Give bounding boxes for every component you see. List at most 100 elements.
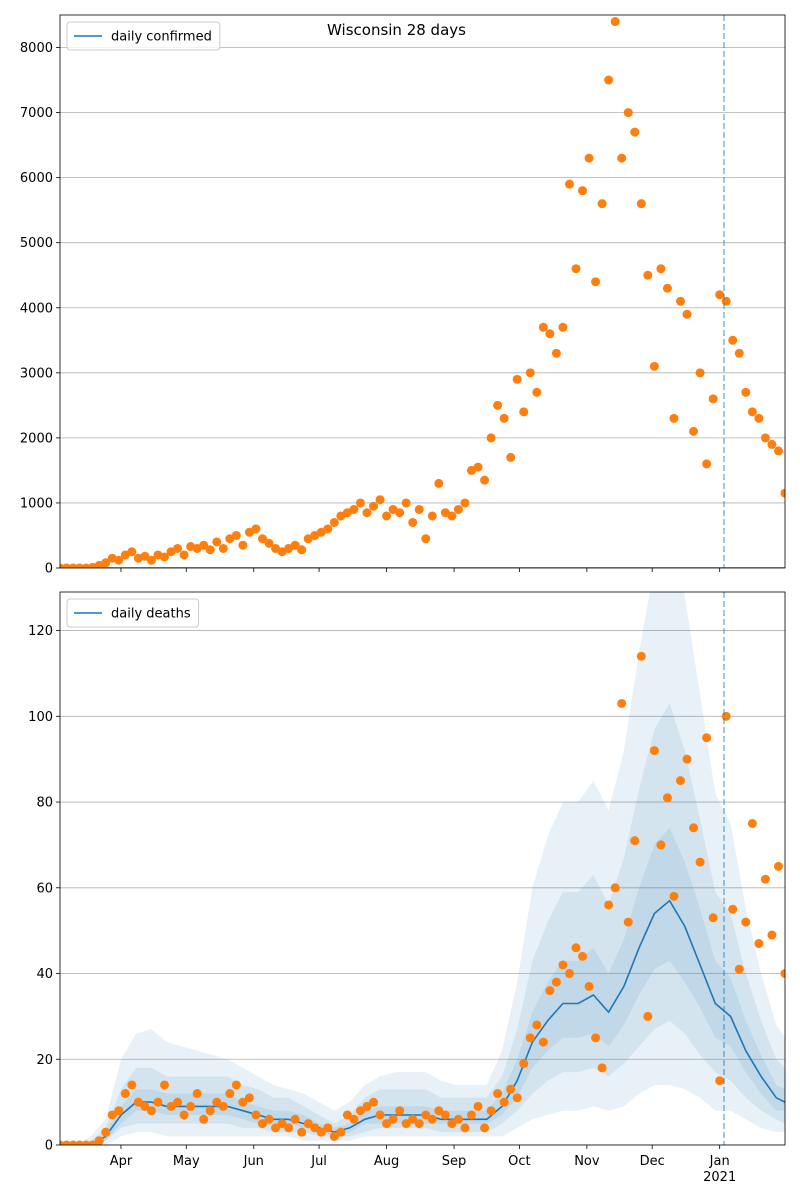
uncertainty-band — [60, 703, 785, 1145]
scatter-point — [166, 1101, 176, 1111]
scatter-point — [630, 127, 640, 137]
scatter-point — [721, 296, 731, 306]
scatter-point — [519, 407, 529, 417]
scatter-point — [545, 986, 555, 996]
scatter-point — [186, 1101, 196, 1111]
scatter-point — [212, 1097, 222, 1107]
scatter-point — [695, 857, 705, 867]
scatter-point — [564, 969, 574, 979]
scatter-point — [205, 545, 215, 555]
legend: daily confirmed — [66, 21, 221, 51]
scatter-point — [401, 498, 411, 508]
scatter-point — [388, 1114, 398, 1124]
scatter-point — [199, 1114, 209, 1124]
scatter-point — [342, 1110, 352, 1120]
scatter-point — [375, 1110, 385, 1120]
scatter-point — [597, 1063, 607, 1073]
x-tick-label: Oct — [508, 1154, 530, 1169]
scatter-point — [578, 186, 588, 196]
scatter-point — [466, 1110, 476, 1120]
y-tick-label: 20 — [36, 1053, 53, 1068]
y-tick-label: 8000 — [20, 41, 53, 56]
scatter-point — [734, 348, 744, 358]
scatter-point — [728, 335, 738, 345]
legend-box — [66, 21, 221, 51]
scatter-point — [173, 543, 183, 553]
scatter-point — [506, 452, 516, 462]
scatter-point — [146, 1106, 156, 1116]
scatter-point — [702, 459, 712, 469]
scatter-point — [617, 153, 627, 163]
scatter-point — [610, 883, 620, 893]
uncertainty-band — [60, 827, 785, 1145]
scatter-point — [395, 508, 405, 518]
scatter-point — [649, 361, 659, 371]
scatter-point — [564, 179, 574, 189]
scatter-point — [708, 913, 718, 923]
scatter-point — [636, 199, 646, 209]
legend-label: daily confirmed — [111, 30, 212, 45]
scatter-point — [715, 290, 725, 300]
scatter-point — [453, 504, 463, 514]
scatter-point — [277, 1119, 287, 1129]
y-tick-label: 6000 — [20, 171, 53, 186]
scatter-point — [408, 1114, 418, 1124]
scatter-point — [617, 698, 627, 708]
scatter-point — [101, 1127, 111, 1137]
scatter-point — [767, 439, 777, 449]
scatter-point — [427, 1114, 437, 1124]
x-tick-label: Jan — [709, 1154, 730, 1169]
scatter-point — [382, 1119, 392, 1129]
scatter-point — [584, 981, 594, 991]
y-tick-label: 0 — [45, 562, 53, 577]
scatter-point — [323, 524, 333, 534]
scatter-point — [656, 264, 666, 274]
scatter-point — [669, 413, 679, 423]
x-tick-label: Aug — [374, 1154, 399, 1169]
axes-frame — [59, 591, 786, 1146]
y-tick-label: 120 — [28, 624, 53, 639]
scatter-point — [532, 1020, 542, 1030]
scatter-point — [754, 413, 764, 423]
axes-frame — [59, 14, 786, 569]
scatter-point — [329, 1131, 339, 1141]
scatter-point — [780, 488, 785, 498]
scatter-point — [499, 1097, 509, 1107]
y-tick-label: 1000 — [20, 496, 53, 511]
scatter-point — [244, 1093, 254, 1103]
scatter-point — [310, 1123, 320, 1133]
scatter-point — [257, 534, 267, 544]
scatter-point — [453, 1114, 463, 1124]
scatter-point — [662, 793, 672, 803]
scatter-point — [94, 1136, 104, 1145]
scatter-point — [290, 1114, 300, 1124]
scatter-point — [362, 1101, 372, 1111]
scatter-point — [669, 891, 679, 901]
scatter-point — [747, 818, 757, 828]
scatter-point — [284, 1123, 294, 1133]
scatter-point — [231, 1080, 241, 1090]
scatter-point — [362, 508, 372, 518]
scatter-point — [238, 540, 248, 550]
scatter-point — [355, 1106, 365, 1116]
scatter-point — [760, 433, 770, 443]
scatter-point — [656, 840, 666, 850]
scatter-point — [610, 17, 620, 27]
scatter-point — [447, 1119, 457, 1129]
scatter-point — [173, 1097, 183, 1107]
scatter-point — [382, 511, 392, 521]
x-tick-label: Sep — [442, 1154, 467, 1169]
y-tick-label: 80 — [36, 796, 53, 811]
x-tick-label: Nov — [574, 1154, 600, 1169]
scatter-point — [545, 329, 555, 339]
y-tick-label: 60 — [36, 881, 53, 896]
scatter-point — [571, 943, 581, 953]
scatter-point — [349, 1114, 359, 1124]
subplot: 0 20 40 60 80 100 120 Apr May Jun Jul Aug Sep Oct Nov D… — [28, 591, 786, 1185]
scatter-point — [702, 733, 712, 743]
scatter-point — [460, 498, 470, 508]
scatter-point — [349, 504, 359, 514]
scatter-point — [369, 501, 379, 511]
scatter-point — [238, 1097, 248, 1107]
scatter-point — [264, 1114, 274, 1124]
